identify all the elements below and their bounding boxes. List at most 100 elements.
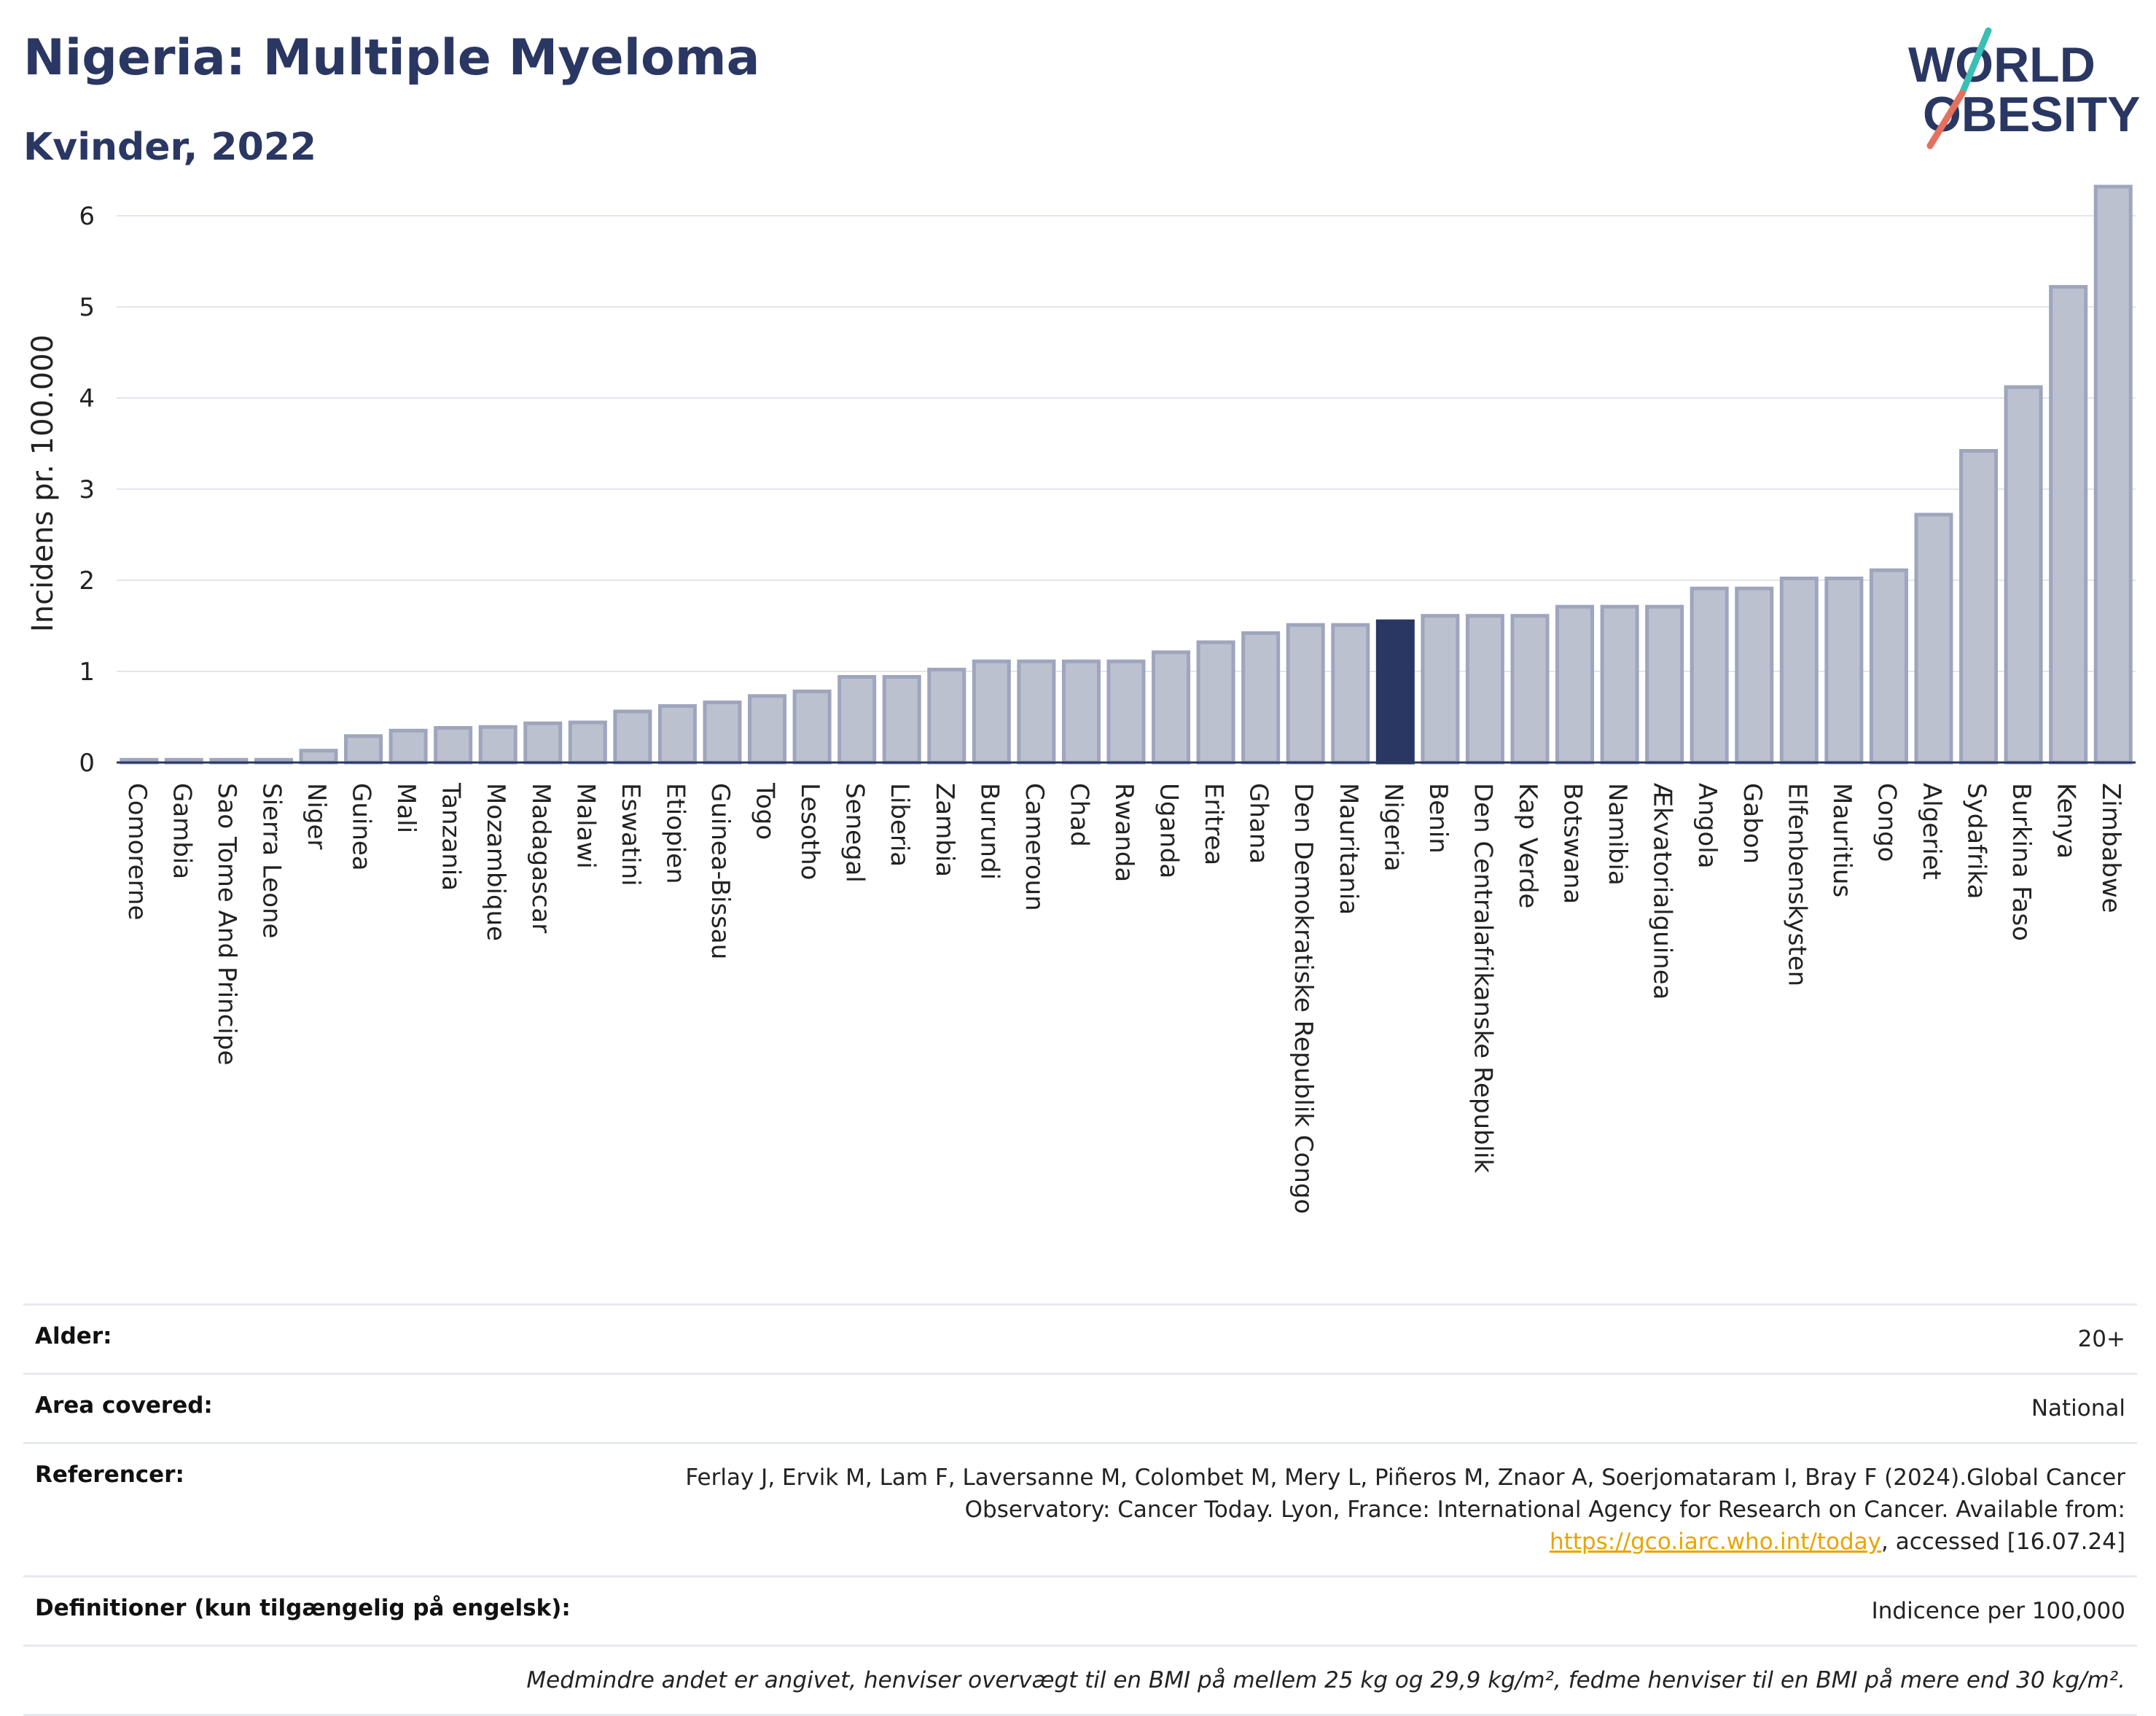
x-tick-label: Gambia bbox=[167, 783, 196, 879]
x-tick-label: Burkina Faso bbox=[2007, 783, 2036, 941]
x-tick-label: Madagascar bbox=[526, 783, 555, 933]
x-tick-label: Etiopien bbox=[660, 783, 690, 884]
x-tick-label: Mali bbox=[391, 783, 421, 833]
bar bbox=[792, 690, 832, 765]
x-tick-label: Kap Verde bbox=[1513, 783, 1542, 908]
bar bbox=[568, 720, 607, 765]
area-label: Area covered: bbox=[35, 1392, 213, 1419]
bar-chart: 0 1 2 3 4 5 6 Comorerne Gambia Sao Tome And Prin… bbox=[26, 184, 2136, 1214]
bar bbox=[523, 721, 563, 765]
bar bbox=[1196, 640, 1235, 765]
x-tick-label: Lesotho bbox=[795, 783, 824, 880]
logo-text-world: WORLD bbox=[1908, 37, 2096, 93]
meta-row-area: Area covered: National bbox=[23, 1373, 2137, 1442]
x-tick-label: Liberia bbox=[885, 783, 914, 867]
x-tick-label: Chad bbox=[1064, 783, 1093, 847]
bar bbox=[1017, 659, 1056, 765]
references-link[interactable]: https://gco.iarc.who.int/today bbox=[1550, 1529, 1881, 1555]
y-tick-label: 2 bbox=[79, 566, 95, 596]
references-accessed: , accessed [16.07.24] bbox=[1880, 1529, 2125, 1555]
x-tick-label: Ghana bbox=[1244, 783, 1273, 864]
bar bbox=[1286, 623, 1325, 765]
bar bbox=[2004, 385, 2043, 765]
y-tick-label: 6 bbox=[79, 202, 95, 231]
references-value: Ferlay J, Ervik M, Lam F, Laversanne M, … bbox=[624, 1462, 2125, 1558]
x-tick-label: Nigeria bbox=[1378, 783, 1407, 872]
x-tick-label: Mozambique bbox=[481, 783, 510, 941]
y-tick-label: 3 bbox=[79, 475, 95, 504]
references-label: Referencer: bbox=[35, 1462, 184, 1488]
x-tick-label: Sydafrika bbox=[1962, 783, 1991, 899]
page-subtitle: Kvinder, 2022 bbox=[23, 125, 317, 169]
bar bbox=[1331, 623, 1370, 765]
bar bbox=[972, 659, 1011, 765]
x-tick-label: Den Demokratiske Republik Congo bbox=[1289, 783, 1318, 1214]
x-tick-labels: Comorerne Gambia Sao Tome And Principe Sier… bbox=[122, 782, 2125, 1214]
bar bbox=[1555, 604, 1595, 765]
bar bbox=[478, 725, 517, 765]
x-tick-label: Niger bbox=[302, 783, 331, 849]
y-axis-title: Incidens pr. 100.000 bbox=[26, 335, 60, 632]
x-tick-label: Comorerne bbox=[122, 783, 152, 920]
bar-highlight bbox=[1375, 619, 1415, 765]
x-tick-label: Sierra Leone bbox=[257, 783, 286, 938]
meta-row-definitions: Definitioner (kun tilgængelig på engelsk… bbox=[23, 1575, 2137, 1645]
x-tick-label: Zimbabwe bbox=[2096, 783, 2125, 913]
x-tick-label: Den Centralafrikanske Republik bbox=[1468, 783, 1497, 1173]
y-tick-labels: 0 1 2 3 4 5 6 bbox=[79, 202, 95, 778]
bar bbox=[1510, 614, 1550, 765]
bar bbox=[613, 709, 652, 765]
bar bbox=[1779, 577, 1819, 765]
bar bbox=[1959, 449, 1999, 765]
bar bbox=[299, 749, 338, 765]
meta-row-references: Referencer: Ferlay J, Ervik M, Lam F, La… bbox=[23, 1442, 2137, 1575]
x-tick-label: Angola bbox=[1692, 783, 1722, 868]
references-text: Ferlay J, Ervik M, Lam F, Laversanne M, … bbox=[685, 1465, 2125, 1523]
x-tick-label: Eritrea bbox=[1199, 783, 1228, 865]
y-tick-label: 4 bbox=[79, 384, 95, 413]
x-tick-label: Guinea bbox=[347, 783, 376, 871]
logo-slash-coral bbox=[1926, 90, 1966, 149]
bar bbox=[748, 694, 787, 765]
metadata-table: Alder: 20+ Area covered: National Refere… bbox=[23, 1303, 2137, 1716]
x-tick-label: Elfenbenskysten bbox=[1782, 783, 1811, 986]
meta-row-note: Medmindre andet er angivet, henviser ove… bbox=[23, 1645, 2137, 1716]
bar bbox=[1914, 512, 1953, 765]
bar bbox=[657, 704, 697, 765]
age-label: Alder: bbox=[35, 1323, 112, 1349]
bar bbox=[344, 734, 383, 765]
bar bbox=[1241, 631, 1281, 765]
bar bbox=[434, 726, 473, 765]
x-tick-label: Congo bbox=[1872, 783, 1901, 862]
x-tick-label: Botswana bbox=[1558, 783, 1587, 904]
age-value: 20+ bbox=[2077, 1326, 2125, 1352]
x-tick-label: Burundi bbox=[975, 783, 1004, 880]
bar bbox=[1869, 568, 1908, 765]
x-tick-label: Tanzania bbox=[437, 782, 466, 891]
definitions-value: Indicence per 100,000 bbox=[1871, 1598, 2125, 1624]
bars bbox=[120, 184, 2133, 765]
bar bbox=[1061, 659, 1101, 765]
bar bbox=[2093, 184, 2133, 765]
y-tick-label: 0 bbox=[79, 749, 95, 778]
x-tick-label: Zambia bbox=[930, 783, 959, 877]
y-tick-label: 1 bbox=[79, 658, 95, 687]
bar bbox=[927, 668, 966, 765]
bar bbox=[1106, 659, 1146, 765]
x-tick-label: Senegal bbox=[840, 783, 870, 883]
x-tick-label: Rwanda bbox=[1109, 783, 1138, 882]
bar bbox=[1735, 586, 1774, 765]
bar bbox=[2049, 285, 2088, 765]
x-tick-label: Cameroun bbox=[1020, 783, 1049, 911]
x-tick-label: Guinea-Bissau bbox=[706, 783, 735, 959]
meta-row-age: Alder: 20+ bbox=[23, 1303, 2137, 1373]
bar bbox=[1465, 614, 1504, 765]
y-tick-label: 5 bbox=[79, 293, 95, 322]
bar bbox=[1690, 586, 1729, 765]
world-obesity-logo: WORLD OBESITY bbox=[1908, 27, 2141, 149]
x-tick-label: Mauritania bbox=[1334, 783, 1363, 915]
bar bbox=[1421, 614, 1460, 765]
x-tick-label: Gabon bbox=[1738, 783, 1767, 864]
x-tick-label: Kenya bbox=[2052, 783, 2081, 859]
bar bbox=[1600, 604, 1639, 765]
